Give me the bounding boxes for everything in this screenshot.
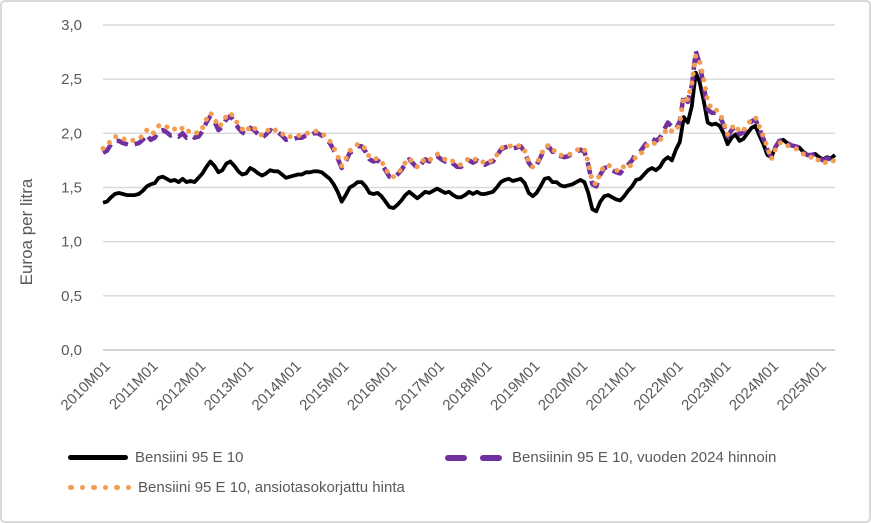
x-tick-label: 2016M01 (344, 358, 400, 414)
chart-legend: Bensiini 95 E 10 Bensiinin 95 E 10, vuod… (68, 449, 776, 496)
x-tick-label: 2023M01 (678, 358, 734, 414)
price-chart-plot-area: 0,0 0,5 1,0 1,5 2,0 2,5 3,0 Euroa per litra 2010… (17, 17, 838, 414)
legend-item-wage-adjusted: Bensiini 95 E 10, ansiotasokorjattu hint… (68, 479, 445, 496)
dashed-line-marker-icon (445, 454, 505, 461)
legend-label-wage-adjusted: Bensiini 95 E 10, ansiotasokorjattu hint… (138, 479, 405, 496)
legend-item-deflated: Bensiinin 95 E 10, vuoden 2024 hinnoin (445, 449, 776, 466)
legend-label-nominal: Bensiini 95 E 10 (135, 449, 244, 466)
x-tick-label: 2012M01 (153, 358, 209, 414)
y-tick-label: 3,0 (61, 17, 82, 34)
legend-row-2: Bensiini 95 E 10, ansiotasokorjattu hint… (68, 479, 776, 496)
x-tick-label: 2017M01 (392, 358, 448, 414)
y-tick-label: 1,0 (61, 234, 82, 251)
x-tick-label: 2014M01 (249, 358, 305, 414)
y-axis-title: Euroa per litra (17, 178, 36, 285)
series-line-2-dotted (100, 52, 838, 187)
y-tick-label: 0,0 (61, 342, 82, 359)
x-tick-label: 2013M01 (201, 358, 257, 414)
legend-row-1: Bensiini 95 E 10 Bensiinin 95 E 10, vuod… (68, 449, 776, 466)
y-tick-label: 2,0 (61, 125, 82, 142)
x-tick-label: 2011M01 (106, 358, 161, 413)
x-tick-label: 2025M01 (774, 358, 830, 414)
y-tick-label: 1,5 (61, 180, 82, 197)
dotted-line-marker-icon (68, 484, 131, 491)
series-line-0-solid (102, 70, 837, 214)
x-tick-label: 2020M01 (535, 358, 591, 414)
y-tick-label: 2,5 (61, 71, 82, 88)
x-tick-label: 2015M01 (296, 358, 352, 414)
legend-item-nominal: Bensiini 95 E 10 (68, 449, 445, 466)
x-tick-label: 2010M01 (58, 358, 114, 414)
x-tick-label: 2019M01 (487, 358, 543, 414)
y-tick-label: 0,5 (61, 288, 82, 305)
legend-label-deflated: Bensiinin 95 E 10, vuoden 2024 hinnoin (512, 449, 777, 466)
x-tick-label: 2021M01 (583, 358, 639, 414)
solid-line-marker-icon (68, 455, 128, 460)
x-tick-label: 2022M01 (630, 358, 686, 414)
x-tick-label: 2024M01 (726, 358, 782, 414)
x-tick-label: 2018M01 (439, 358, 495, 414)
